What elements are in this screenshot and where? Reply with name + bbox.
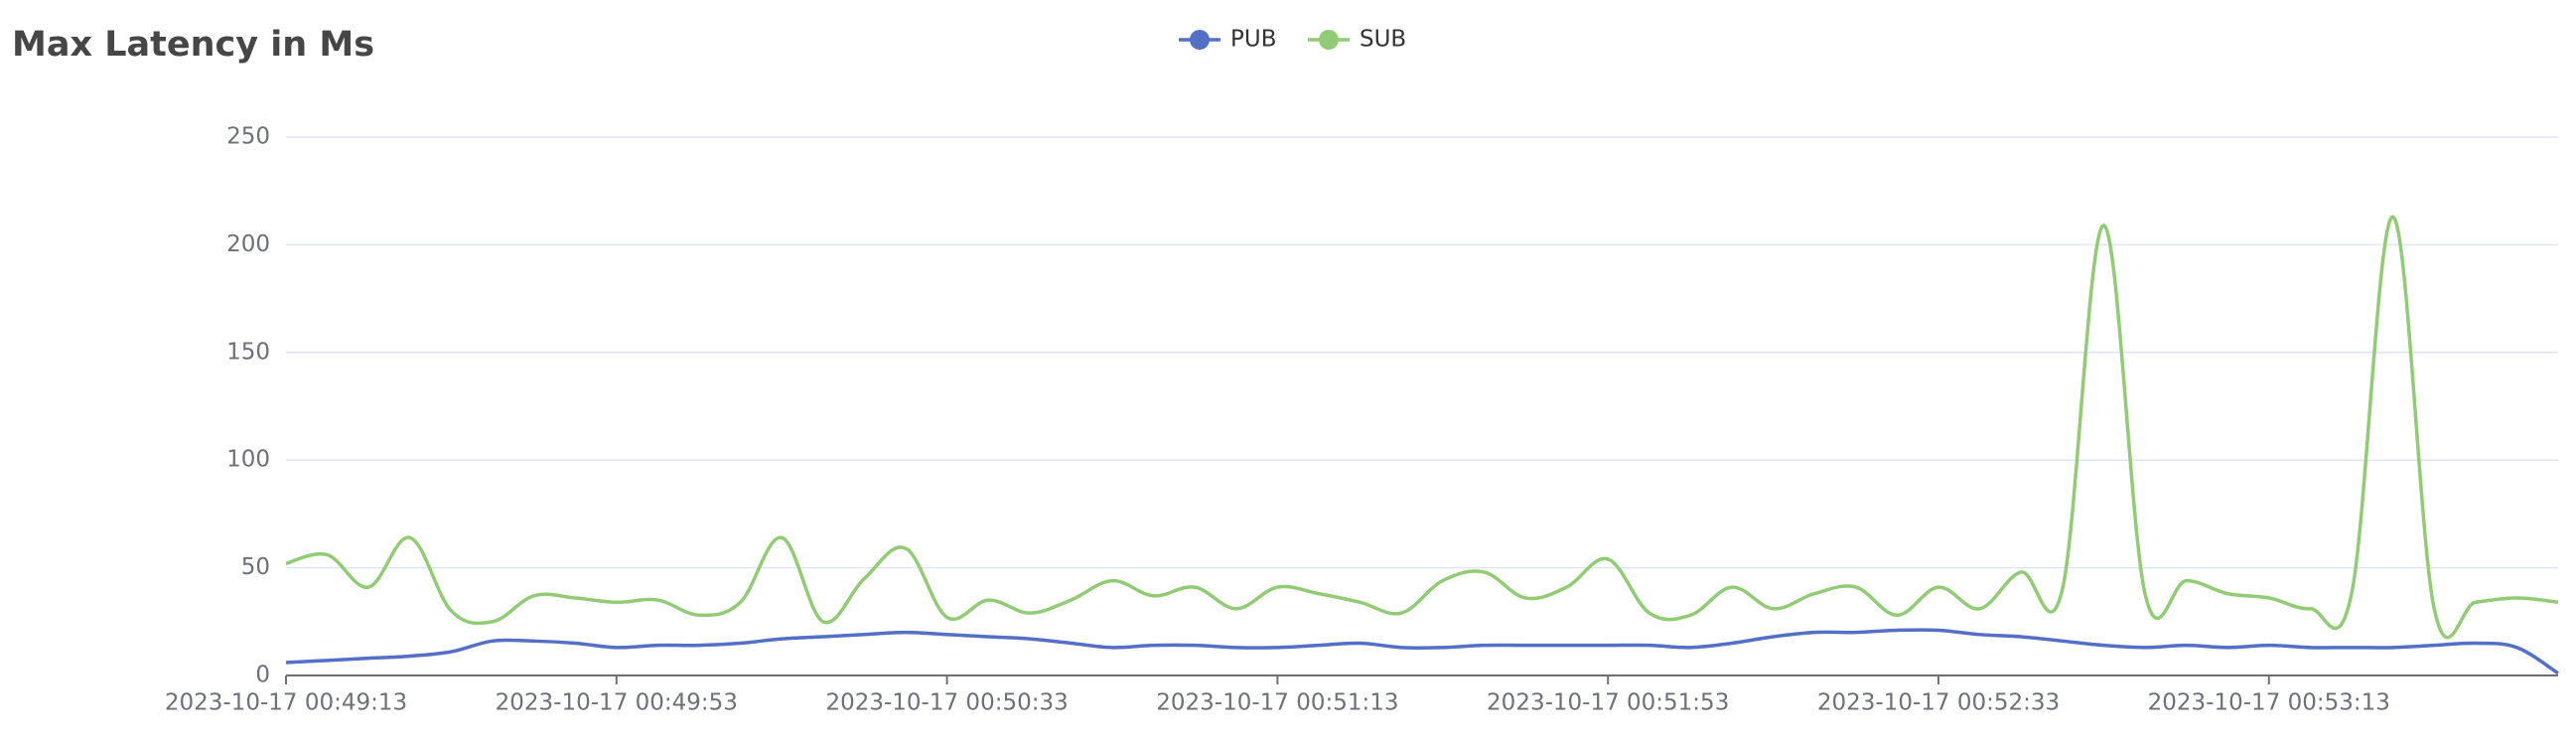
y-tick-label: 50 bbox=[241, 554, 270, 580]
x-tick-label: 2023-10-17 00:49:53 bbox=[496, 690, 738, 716]
chart-title: Max Latency in Ms bbox=[12, 25, 374, 65]
legend-label: SUB bbox=[1360, 27, 1406, 53]
y-tick-label: 100 bbox=[226, 447, 270, 473]
legend-label: PUB bbox=[1230, 27, 1276, 53]
series-line bbox=[285, 628, 2559, 675]
series-line bbox=[285, 215, 2559, 640]
y-tick-label: 200 bbox=[226, 231, 270, 257]
y-tick-label: 0 bbox=[255, 663, 270, 688]
x-tick-label: 2023-10-17 00:53:13 bbox=[2148, 690, 2390, 716]
x-tick-label: 2023-10-17 00:52:33 bbox=[1817, 690, 2060, 716]
legend-marker bbox=[1190, 30, 1210, 50]
legend-marker bbox=[1319, 30, 1339, 50]
y-tick-label: 150 bbox=[226, 339, 270, 365]
x-tick-label: 2023-10-17 00:51:13 bbox=[1156, 690, 1398, 716]
x-tick-label: 2023-10-17 00:50:33 bbox=[825, 690, 1068, 716]
x-tick-label: 2023-10-17 00:51:53 bbox=[1487, 690, 1729, 716]
y-tick-label: 250 bbox=[226, 124, 270, 150]
x-tick-label: 2023-10-17 00:49:13 bbox=[165, 690, 407, 716]
